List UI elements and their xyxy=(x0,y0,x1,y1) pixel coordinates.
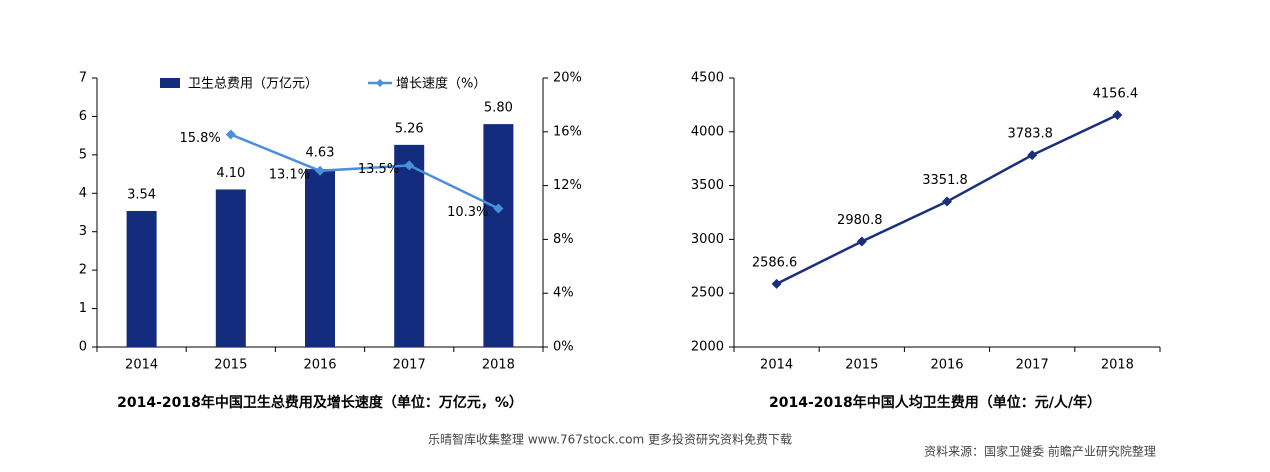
y2-tick-label: 4% xyxy=(553,286,574,301)
x-tick-label: 2017 xyxy=(1016,358,1049,373)
y-tick-label: 4000 xyxy=(691,124,724,139)
y-tick-label: 3000 xyxy=(691,232,724,247)
x-tick-label: 2018 xyxy=(482,358,515,373)
y-tick-label: 3500 xyxy=(691,178,724,193)
y-tick-label: 0 xyxy=(79,340,87,355)
y-tick-label: 3 xyxy=(79,224,87,239)
data-label: 13.5% xyxy=(358,162,399,177)
point xyxy=(315,165,325,176)
y-tick-label: 2500 xyxy=(691,286,724,301)
x-tick-label: 2016 xyxy=(930,358,963,373)
bar xyxy=(394,144,425,347)
data-label: 5.26 xyxy=(395,121,424,136)
point xyxy=(771,278,782,289)
data-label: 4.63 xyxy=(306,146,335,161)
point xyxy=(493,203,504,214)
point xyxy=(942,196,952,207)
source-note: 资料来源：国家卫健委 前瞻产业研究院整理 xyxy=(924,444,1156,459)
legend-label: 增长速度（%） xyxy=(396,76,486,92)
y2-tick-label: 12% xyxy=(553,178,582,193)
chart-title: 2014-2018年中国人均卫生费用（单位：元/人/年） xyxy=(769,394,1101,411)
y-tick-label: 2000 xyxy=(691,340,724,355)
x-tick-label: 2017 xyxy=(393,358,426,373)
y-tick-label: 7 xyxy=(79,71,87,86)
y-tick-label: 2 xyxy=(79,263,87,278)
legend-label: 卫生总费用（万亿元） xyxy=(188,77,318,92)
data-label: 5.80 xyxy=(484,101,513,116)
legend-swatch xyxy=(376,79,385,87)
point xyxy=(1112,109,1123,120)
y2-tick-label: 8% xyxy=(553,232,574,247)
data-label: 4.10 xyxy=(216,166,245,181)
bar xyxy=(215,189,246,347)
data-label: 10.3% xyxy=(447,205,488,220)
x-tick-label: 2014 xyxy=(760,358,793,373)
bar xyxy=(126,210,157,347)
data-label: 2586.6 xyxy=(752,255,798,270)
x-tick-label: 2014 xyxy=(125,358,158,373)
data-label: 3351.8 xyxy=(922,173,968,188)
data-label: 2980.8 xyxy=(837,213,883,228)
data-label: 4156.4 xyxy=(1093,86,1139,101)
bar xyxy=(305,169,335,347)
line xyxy=(230,133,499,210)
data-label: 3.54 xyxy=(127,187,156,202)
point xyxy=(1027,150,1038,161)
y-tick-label: 4 xyxy=(79,186,87,201)
y2-tick-label: 0% xyxy=(553,340,574,355)
data-label: 15.8% xyxy=(179,131,220,146)
point xyxy=(856,236,867,247)
y-tick-label: 4500 xyxy=(691,71,724,86)
legend-swatch xyxy=(160,78,180,88)
y-tick-label: 5 xyxy=(79,147,87,162)
bar xyxy=(483,124,514,347)
y2-tick-label: 16% xyxy=(553,124,582,139)
x-tick-label: 2015 xyxy=(845,358,878,373)
data-label: 3783.8 xyxy=(1007,127,1053,142)
data-label: 13.1% xyxy=(269,167,310,182)
x-tick-label: 2015 xyxy=(214,358,247,373)
chart-title: 2014-2018年中国卫生总费用及增长速度（单位：万亿元，%） xyxy=(117,394,523,411)
x-tick-label: 2018 xyxy=(1101,358,1134,373)
footer-note: 乐晴智库收集整理 www.767stock.com 更多投资研究资料免费下载 xyxy=(428,432,792,447)
y2-tick-label: 20% xyxy=(553,71,582,86)
point xyxy=(404,160,415,171)
x-tick-label: 2016 xyxy=(303,358,336,373)
y-tick-label: 6 xyxy=(79,109,87,124)
y-tick-label: 1 xyxy=(79,301,87,316)
point xyxy=(225,129,236,140)
